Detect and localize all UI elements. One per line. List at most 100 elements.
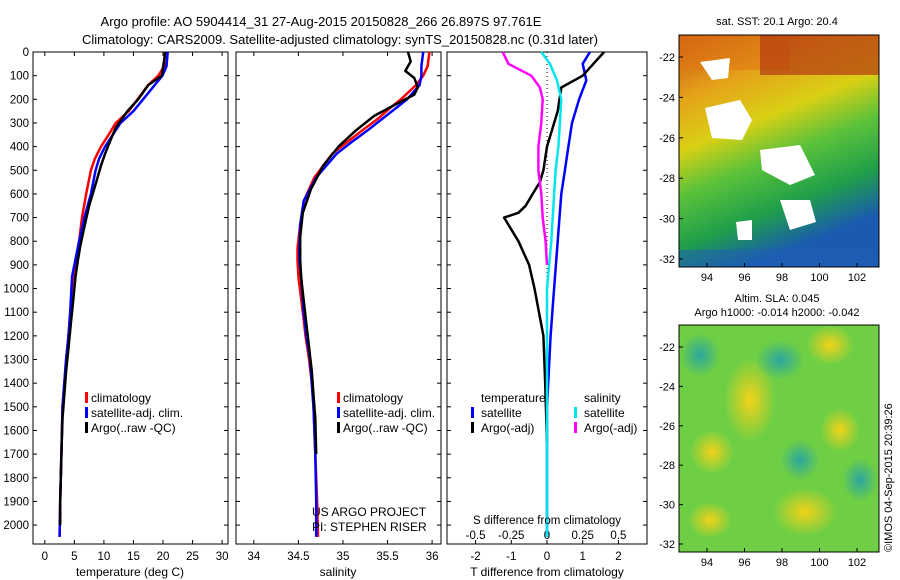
cloud-mask [736, 220, 752, 240]
sla-high-anomaly [820, 408, 860, 452]
x-tick-label: 36 [426, 551, 439, 563]
map-lon-label: 98 [776, 272, 788, 284]
cloud-mask [700, 58, 730, 80]
legend-swatch-t-satellite [471, 407, 474, 418]
map-lon-label: 94 [701, 272, 713, 284]
sla-high-anomaly [724, 358, 776, 442]
sla-low-anomaly [780, 440, 820, 480]
diff-series-salinity-satellite [540, 51, 563, 537]
map-lat-label: -30 [659, 500, 675, 512]
sla-high-anomaly [806, 325, 854, 365]
legend-label-s-satellite: satellite [584, 406, 625, 420]
salinity-legend: climatology satellite-adj. clim. Argo(..… [337, 391, 435, 435]
x-tick-label: 35.5 [376, 551, 398, 563]
x-tick-label: 1 [580, 551, 586, 563]
sla-low-anomaly [842, 458, 878, 502]
legend-label-climatology: climatology [343, 391, 403, 405]
legend-title-temperature: temperature [481, 391, 546, 405]
cloud-mask [760, 145, 815, 185]
map-lat-label: -24 [659, 92, 675, 104]
cloud-mask [780, 200, 816, 230]
sla-high-anomaly [773, 488, 837, 536]
sla-high-anomaly [688, 502, 732, 538]
x-tick-label: 15 [127, 551, 140, 563]
figure-title-line1: Argo profile: AO 5904414_31 27-Aug-2015 … [101, 14, 542, 29]
difference-top-label: S difference from climatology [473, 515, 621, 527]
credit-line1: US ARGO PROJECT [312, 505, 427, 519]
salinity-xlabel: salinity [320, 565, 357, 579]
sla-map-title1: Altim. SLA: 0.045 [735, 293, 820, 305]
map-lat-label: -26 [659, 133, 675, 145]
depth-tick-label: 0 [23, 47, 29, 59]
depth-tick-label: 1600 [3, 425, 29, 437]
depth-tick-label: 1900 [3, 496, 29, 508]
legend-title-salinity: salinity [584, 391, 621, 405]
sla-high-anomaly [690, 430, 734, 474]
x-tick-label: 10 [98, 551, 111, 563]
depth-tick-label: 1100 [4, 307, 29, 319]
depth-tick-label: 1300 [3, 355, 29, 367]
x-tick-label: 34.5 [287, 551, 309, 563]
sla-map-title2: Argo h1000: -0.014 h2000: -0.042 [694, 307, 859, 319]
top-tick-label: -0.25 [498, 530, 524, 542]
depth-tick-label: 400 [10, 142, 29, 154]
sla-map-frame [678, 324, 880, 553]
top-tick-label: 0.5 [610, 530, 626, 542]
legend-label-satellite: satellite-adj. clim. [91, 406, 183, 420]
sst-map-frame [678, 34, 880, 268]
x-tick-label: 20 [157, 551, 170, 563]
depth-tick-label: 1000 [3, 284, 29, 296]
map-lon-label: 96 [738, 272, 750, 284]
depth-tick-label: 2000 [3, 520, 29, 532]
imos-timestamp: ©IMOS 04-Sep-2015 20:39:26 [883, 403, 895, 552]
map-lat-label: -28 [659, 173, 675, 185]
legend-label-s-argo: Argo(-adj) [584, 421, 637, 435]
x-tick-label: 30 [216, 551, 229, 563]
depth-tick-label: 1800 [3, 473, 29, 485]
x-tick-label: 34 [247, 551, 260, 563]
diff-series-temperature-satellite [545, 51, 591, 537]
series-line-argo-raw-qc- [298, 51, 420, 455]
depth-tick-label: 1200 [3, 331, 29, 343]
legend-swatch-satellite [337, 407, 340, 418]
map-lon-label: 102 [848, 272, 866, 284]
map-lat-label: -30 [659, 214, 675, 226]
series-line-argo-raw-qc- [58, 51, 167, 526]
temperature-panel-frame [32, 51, 229, 545]
depth-tick-label: 900 [10, 260, 29, 272]
temperature-xlabel: temperature (deg C) [76, 565, 184, 579]
legend-label-satellite: satellite-adj. clim. [343, 406, 435, 420]
legend-label-climatology: climatology [91, 391, 151, 405]
depth-tick-label: 800 [10, 236, 29, 248]
depth-tick-label: 500 [10, 165, 29, 177]
legend-swatch-t-argo [471, 422, 474, 433]
depth-tick-label: 1500 [3, 402, 29, 414]
sst-map-title: sat. SST: 20.1 Argo: 20.4 [716, 16, 838, 28]
depth-tick-label: 300 [10, 118, 29, 130]
legend-swatch-s-satellite [574, 407, 577, 418]
legend-label-argo: Argo(..raw -QC) [343, 421, 428, 435]
depth-tick-label: 1700 [3, 449, 29, 461]
legend-swatch-s-argo [574, 422, 577, 433]
legend-swatch-climatology [337, 392, 340, 403]
sst-hot-patch [760, 35, 879, 75]
series-line-climatology [58, 51, 167, 537]
depth-tick-label: 100 [10, 71, 29, 83]
map-lat-label: -32 [659, 539, 675, 551]
difference-xlabel: T difference from climatology [470, 565, 624, 579]
diff-series-temperature-argo-adj- [502, 51, 606, 443]
x-tick-label: -2 [470, 551, 480, 563]
map-axes: -22 -24 -26 -28 -30 -32 94 96 98 100 102 -22 -24 -26 -… [659, 52, 866, 569]
map-lon-label: 94 [701, 557, 713, 569]
depth-tick-label: 700 [10, 213, 29, 225]
salinity-profile-plot: 34 34.5 35 35.5 36 [247, 51, 439, 563]
x-tick-label: 25 [186, 551, 199, 563]
map-lat-label: -22 [659, 52, 675, 64]
sst-map [678, 34, 880, 268]
map-lon-label: 100 [810, 557, 828, 569]
temperature-legend: climatology satellite-adj. clim. Argo(..… [85, 391, 183, 435]
figure-title-line2: Climatology: CARS2009. Satellite-adjuste… [82, 32, 598, 47]
map-lon-label: 96 [738, 557, 750, 569]
